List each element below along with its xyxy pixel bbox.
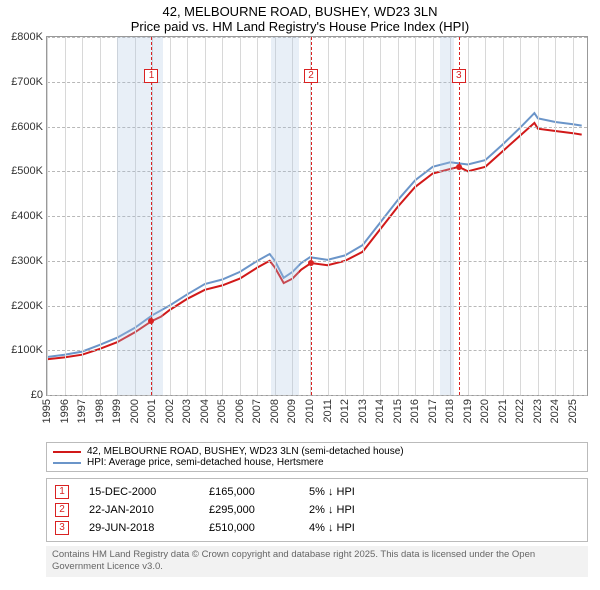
event-date: 15-DEC-2000: [89, 486, 189, 498]
footnote: Contains HM Land Registry data © Crown c…: [46, 546, 588, 577]
x-axis-label: 2008: [269, 399, 281, 423]
title-line2: Price paid vs. HM Land Registry's House …: [4, 19, 596, 34]
data-point-dot: [456, 164, 462, 170]
x-axis-label: 1995: [41, 399, 53, 423]
x-axis-label: 2024: [549, 399, 561, 423]
title-line1: 42, MELBOURNE ROAD, BUSHEY, WD23 3LN: [4, 4, 596, 19]
x-axis-label: 2010: [304, 399, 316, 423]
x-axis-label: 1997: [76, 399, 88, 423]
y-axis-label: £200K: [11, 300, 43, 312]
y-axis-label: £800K: [11, 31, 43, 43]
y-axis-label: £300K: [11, 255, 43, 267]
event-price: £295,000: [209, 504, 289, 516]
legend-label-price: 42, MELBOURNE ROAD, BUSHEY, WD23 3LN (se…: [87, 446, 404, 457]
event-price: £510,000: [209, 522, 289, 534]
table-row: 2 22-JAN-2010 £295,000 2% ↓ HPI: [55, 501, 579, 519]
event-diff: 2% ↓ HPI: [309, 504, 399, 516]
x-axis-label: 1998: [94, 399, 106, 423]
x-axis-label: 2023: [532, 399, 544, 423]
x-axis-label: 2001: [146, 399, 158, 423]
table-row: 1 15-DEC-2000 £165,000 5% ↓ HPI: [55, 483, 579, 501]
table-row: 3 29-JUN-2018 £510,000 4% ↓ HPI: [55, 519, 579, 537]
event-price: £165,000: [209, 486, 289, 498]
x-axis-label: 2005: [216, 399, 228, 423]
event-number-box: 3: [55, 521, 69, 535]
chart-area: £0£100K£200K£300K£400K£500K£600K£700K£80…: [46, 36, 588, 396]
x-axis-label: 2022: [514, 399, 526, 423]
x-axis-label: 2002: [164, 399, 176, 423]
x-axis-label: 2009: [286, 399, 298, 423]
event-diff: 4% ↓ HPI: [309, 522, 399, 534]
event-table: 1 15-DEC-2000 £165,000 5% ↓ HPI 2 22-JAN…: [46, 478, 588, 542]
legend-box: 42, MELBOURNE ROAD, BUSHEY, WD23 3LN (se…: [46, 442, 588, 472]
x-axis-label: 2018: [444, 399, 456, 423]
event-number-box: 2: [55, 503, 69, 517]
data-point-dot: [148, 318, 154, 324]
event-marker: 3: [452, 69, 466, 83]
data-point-dot: [308, 260, 314, 266]
x-axis-label: 2020: [479, 399, 491, 423]
legend-swatch-price: [53, 451, 81, 453]
legend-row: 42, MELBOURNE ROAD, BUSHEY, WD23 3LN (se…: [53, 446, 581, 457]
y-axis-label: £100K: [11, 344, 43, 356]
x-axis-label: 2021: [497, 399, 509, 423]
legend-row: HPI: Average price, semi-detached house,…: [53, 457, 581, 468]
x-axis-label: 2000: [129, 399, 141, 423]
y-axis-label: £500K: [11, 165, 43, 177]
x-axis-label: 1999: [111, 399, 123, 423]
event-date: 29-JUN-2018: [89, 522, 189, 534]
legend-label-hpi: HPI: Average price, semi-detached house,…: [87, 457, 324, 468]
x-axis-label: 2015: [392, 399, 404, 423]
event-number-box: 1: [55, 485, 69, 499]
y-axis-label: £600K: [11, 121, 43, 133]
event-date: 22-JAN-2010: [89, 504, 189, 516]
event-marker: 2: [304, 69, 318, 83]
x-axis-label: 2019: [462, 399, 474, 423]
x-axis-label: 2011: [322, 399, 334, 423]
x-axis-label: 2012: [339, 399, 351, 423]
x-axis-label: 2004: [199, 399, 211, 423]
chart-container: 42, MELBOURNE ROAD, BUSHEY, WD23 3LN Pri…: [0, 0, 600, 590]
event-marker: 1: [144, 69, 158, 83]
legend-swatch-hpi: [53, 462, 81, 464]
x-axis-label: 2007: [251, 399, 263, 423]
x-axis-label: 2025: [567, 399, 579, 423]
x-axis-label: 2017: [427, 399, 439, 423]
y-axis-label: £700K: [11, 76, 43, 88]
title-block: 42, MELBOURNE ROAD, BUSHEY, WD23 3LN Pri…: [4, 4, 596, 34]
x-axis-label: 2013: [357, 399, 369, 423]
x-axis-label: 2003: [181, 399, 193, 423]
event-diff: 5% ↓ HPI: [309, 486, 399, 498]
x-axis-label: 1996: [59, 399, 71, 423]
x-axis-label: 2014: [374, 399, 386, 423]
x-axis-label: 2006: [234, 399, 246, 423]
y-axis-label: £400K: [11, 210, 43, 222]
x-axis-label: 2016: [409, 399, 421, 423]
